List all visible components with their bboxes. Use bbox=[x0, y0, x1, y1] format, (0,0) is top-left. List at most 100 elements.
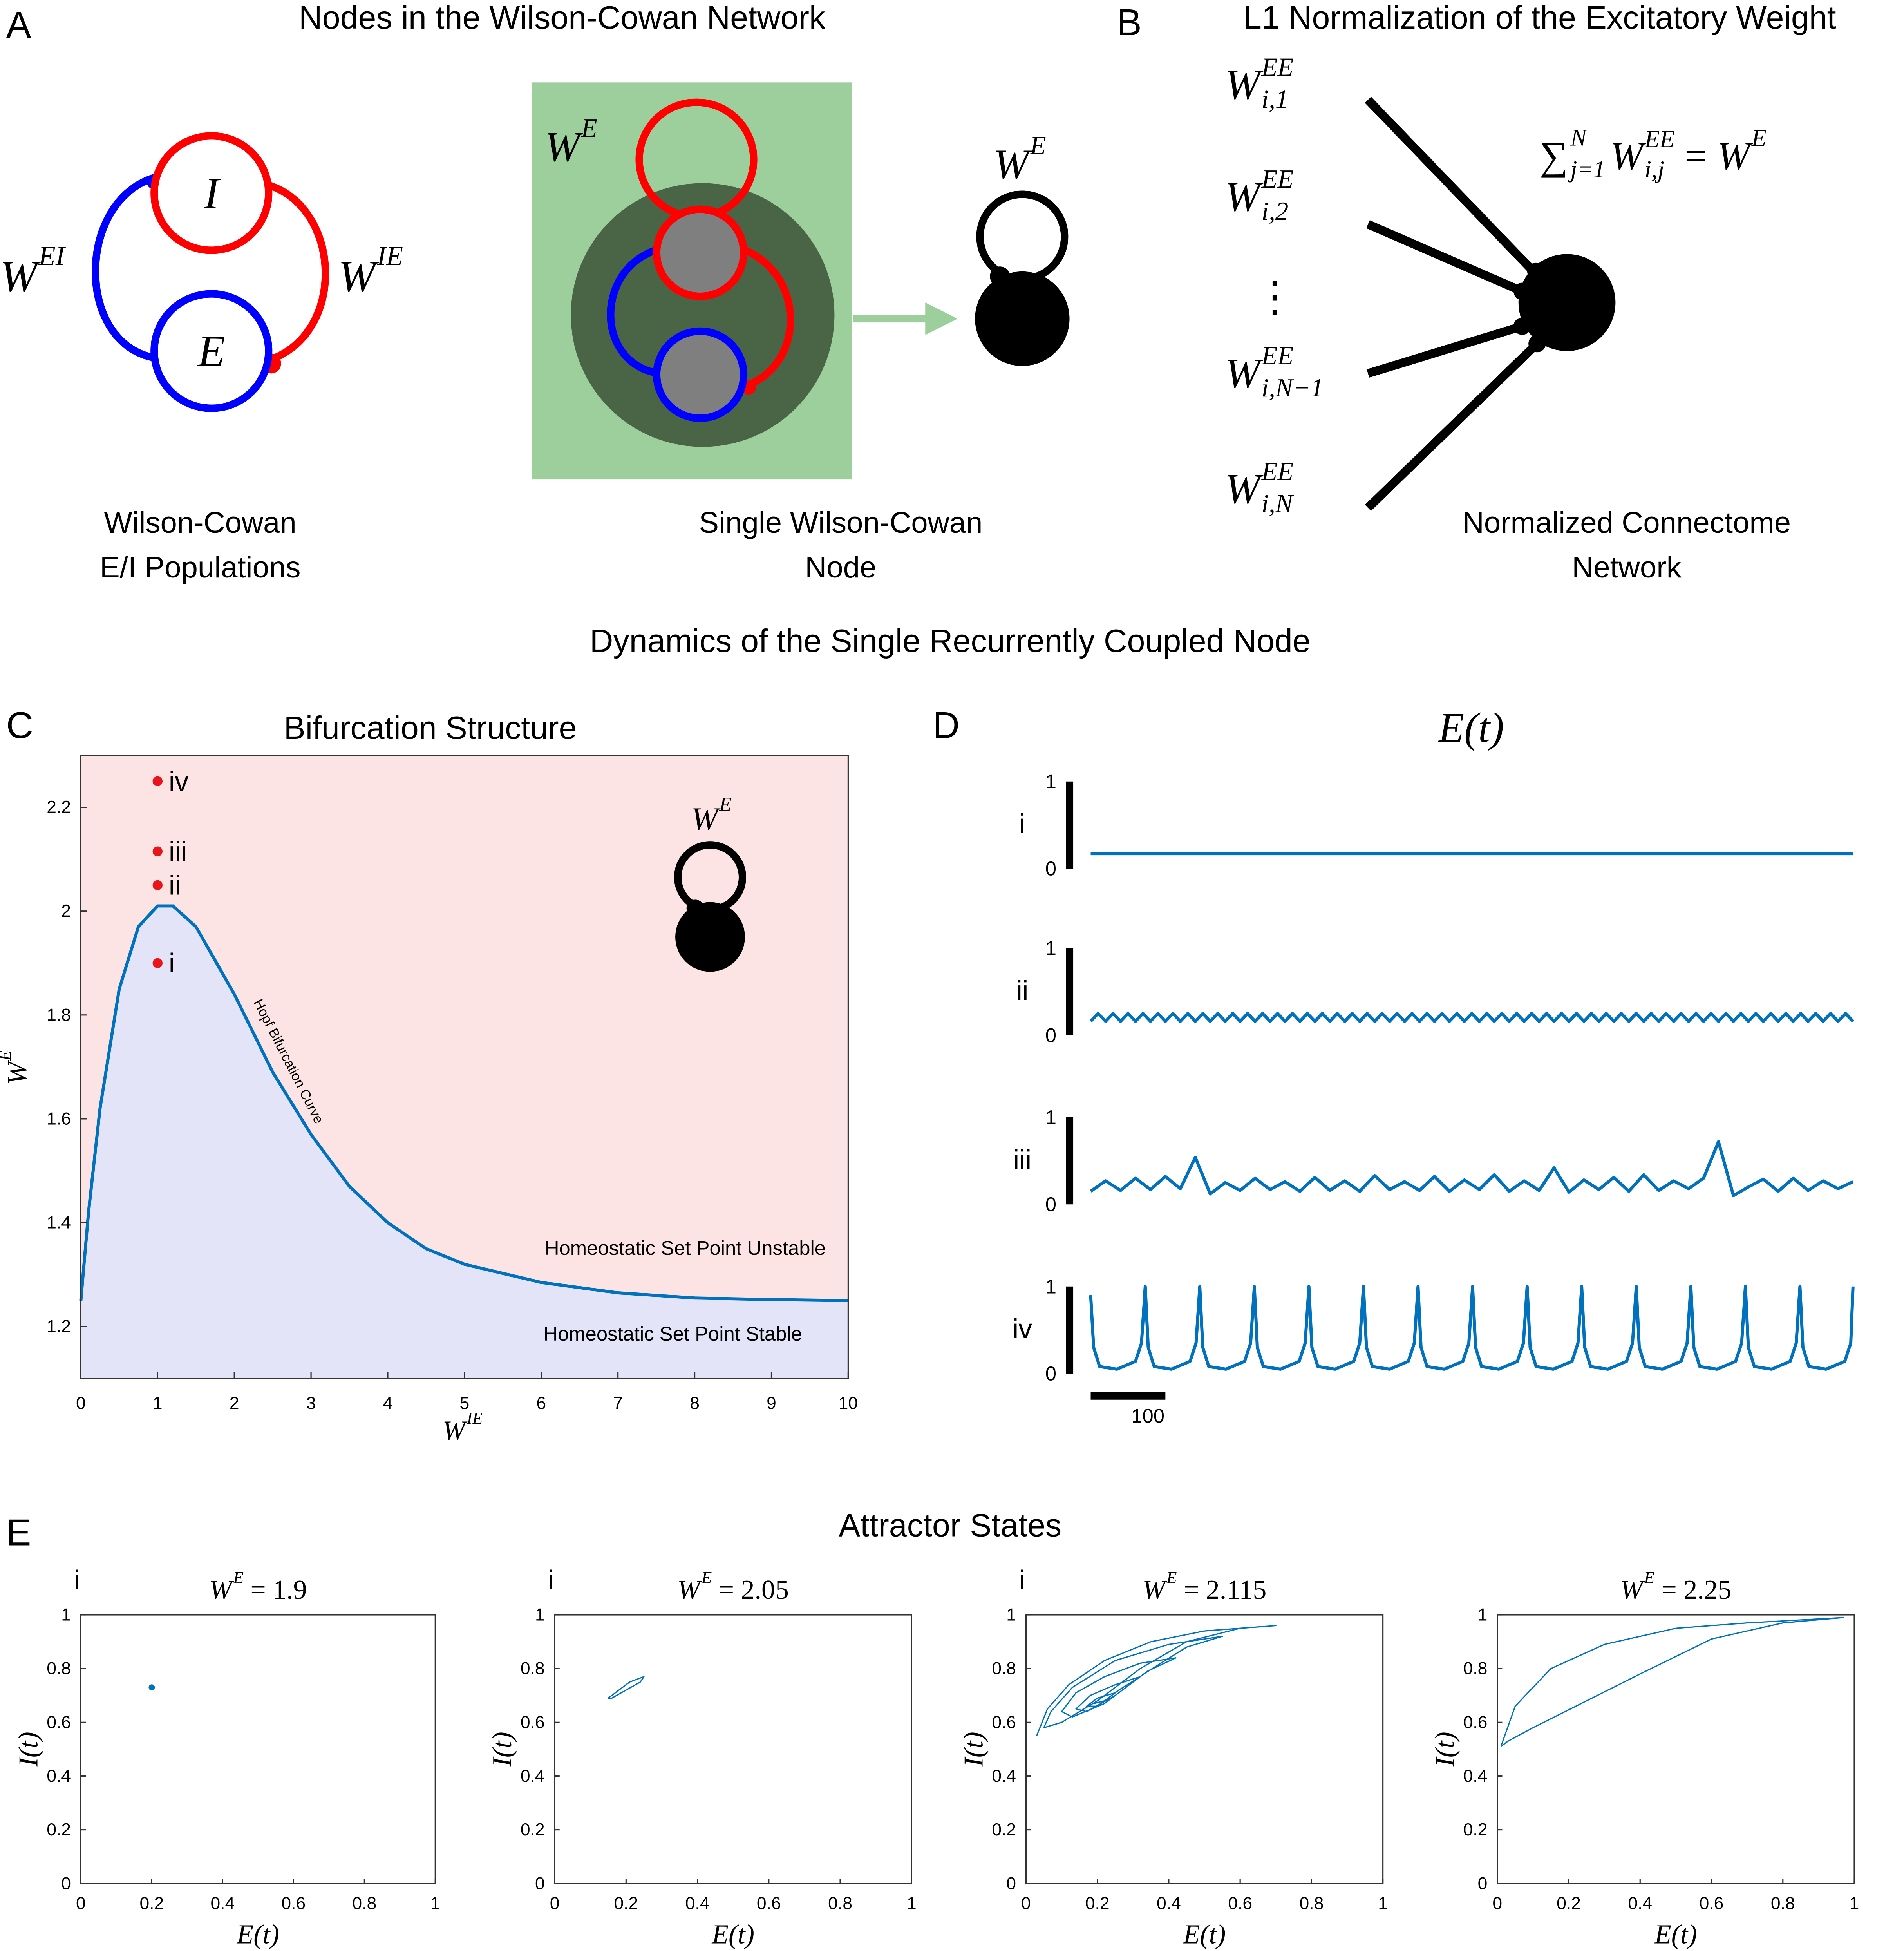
y-tick-label: 2 bbox=[61, 901, 71, 921]
row-tag: i bbox=[1019, 1565, 1025, 1595]
math-rest: = 2.25 bbox=[1654, 1575, 1732, 1605]
x-tick-label: 8 bbox=[690, 1394, 700, 1413]
panel-label: B bbox=[1117, 2, 1142, 43]
row-tag: i bbox=[548, 1565, 554, 1595]
y-tick-label: 0 bbox=[535, 1874, 545, 1893]
excitatory-node bbox=[653, 327, 748, 422]
x-tick-label: 5 bbox=[460, 1394, 470, 1413]
excitatory-node bbox=[150, 290, 273, 412]
math-text: E(t) bbox=[237, 1919, 280, 1949]
panel-title: L1 Normalization of the Excitatory Weigh… bbox=[1244, 0, 1836, 36]
math-label: E bbox=[197, 326, 225, 376]
math-label: I(t) bbox=[959, 1732, 989, 1767]
math-text: W EE i,2 bbox=[1225, 165, 1293, 226]
panel-label: C bbox=[6, 705, 33, 746]
x-tick-label: 0.4 bbox=[1157, 1894, 1181, 1913]
weight-line bbox=[1365, 340, 1541, 511]
math-sub: i,1 bbox=[1262, 85, 1289, 114]
math-text: W EI bbox=[0, 241, 66, 301]
math-base: W bbox=[994, 141, 1032, 188]
math-base: W bbox=[1610, 134, 1647, 178]
y-tick-label: 1.6 bbox=[47, 1109, 71, 1128]
y-tick-label: 0.2 bbox=[1463, 1820, 1488, 1839]
point-label: ii bbox=[169, 870, 181, 900]
math-label: E(t) bbox=[1654, 1919, 1697, 1949]
y-tick-label: 0.4 bbox=[47, 1766, 71, 1786]
weight-line bbox=[1366, 220, 1524, 295]
x-tick-label: 0 bbox=[1492, 1894, 1502, 1913]
math-label: E(t) bbox=[237, 1919, 280, 1949]
math-base: W bbox=[338, 252, 379, 301]
math-text: E(t) bbox=[1437, 705, 1504, 751]
y-tick-label: 0.8 bbox=[47, 1659, 71, 1678]
math-sup: E bbox=[233, 1568, 243, 1587]
x-tick-label: 1 bbox=[153, 1394, 163, 1413]
math-sub: i,N bbox=[1262, 489, 1294, 518]
sum-lower: j=1 bbox=[1568, 157, 1605, 183]
plot-frame bbox=[80, 1614, 436, 1884]
point-label: iii bbox=[169, 836, 187, 867]
math-base: W bbox=[443, 1416, 468, 1446]
math-text: W EE i,N bbox=[1225, 457, 1294, 518]
math-text: E(t) bbox=[711, 1919, 754, 1949]
x-tick-label: 0 bbox=[76, 1394, 86, 1413]
trajectory bbox=[1500, 1617, 1844, 1747]
y-tick-label: 1 bbox=[1478, 1605, 1488, 1624]
y-tick-label: 0 bbox=[1478, 1874, 1488, 1893]
math-text: W IE bbox=[443, 1409, 483, 1446]
node bbox=[975, 271, 1070, 366]
panel-title: Attractor States bbox=[839, 1507, 1061, 1543]
y-tick-label: 0.6 bbox=[47, 1713, 71, 1732]
x-tick-label: 0.6 bbox=[757, 1894, 781, 1913]
plot-frame bbox=[1497, 1614, 1855, 1884]
sum-sign: ∑ bbox=[1540, 134, 1568, 178]
math-label: I(t) bbox=[14, 1732, 44, 1767]
math-sub: i,2 bbox=[1262, 197, 1289, 226]
math-sup: E bbox=[1166, 1568, 1177, 1587]
math-base: W bbox=[1225, 466, 1264, 512]
math-base: W bbox=[1143, 1575, 1168, 1605]
caption: Wilson-Cowan bbox=[104, 506, 297, 539]
amplitude-label: 0 bbox=[1045, 857, 1056, 880]
math-sup: EE bbox=[1644, 125, 1675, 153]
y-tick-label: 0.8 bbox=[992, 1659, 1016, 1678]
y-tick-label: 0 bbox=[61, 1874, 71, 1893]
state-point bbox=[148, 1684, 155, 1691]
trace bbox=[1089, 1285, 1855, 1371]
math-text: WE bbox=[0, 1050, 33, 1085]
weight-lines bbox=[1365, 97, 1541, 511]
math-text: W EE i,N−1 bbox=[1225, 341, 1324, 402]
y-tick-label: 1.4 bbox=[47, 1213, 71, 1232]
y-tick-label: 0.4 bbox=[992, 1766, 1016, 1786]
math-base: W bbox=[0, 252, 41, 301]
parameter-point bbox=[152, 958, 163, 968]
bifurcation-curve bbox=[79, 904, 848, 1302]
x-tick-label: 0 bbox=[1021, 1894, 1031, 1913]
math-sup: IE bbox=[466, 1409, 483, 1428]
x-tick-label: 4 bbox=[383, 1394, 393, 1413]
math-rest: = 2.05 bbox=[712, 1575, 789, 1605]
x-tick-label: 3 bbox=[306, 1394, 316, 1413]
x-tick-label: 1 bbox=[430, 1894, 440, 1913]
amplitude-label: 1 bbox=[1045, 770, 1056, 793]
y-tick-label: 1.2 bbox=[47, 1317, 71, 1336]
math-text: W EE i,1 bbox=[1225, 52, 1293, 114]
row-label: ii bbox=[1016, 975, 1028, 1006]
x-tick-label: 0.8 bbox=[828, 1894, 852, 1913]
x-tick-label: 0.8 bbox=[352, 1894, 376, 1913]
x-tick-label: 0.6 bbox=[281, 1894, 306, 1913]
math-text: I(t) bbox=[14, 1732, 44, 1767]
inhibitory-node bbox=[653, 205, 748, 300]
x-tick-label: 0.2 bbox=[1085, 1894, 1110, 1913]
math-base: W bbox=[1225, 174, 1264, 220]
math-text: E(t) bbox=[1654, 1919, 1697, 1949]
math-text: I(t) bbox=[1430, 1732, 1460, 1767]
caption: Single Wilson-Cowan bbox=[699, 506, 982, 539]
math-text: I bbox=[204, 168, 221, 218]
ei-connection bbox=[607, 245, 660, 377]
row-tag: i bbox=[74, 1565, 80, 1595]
